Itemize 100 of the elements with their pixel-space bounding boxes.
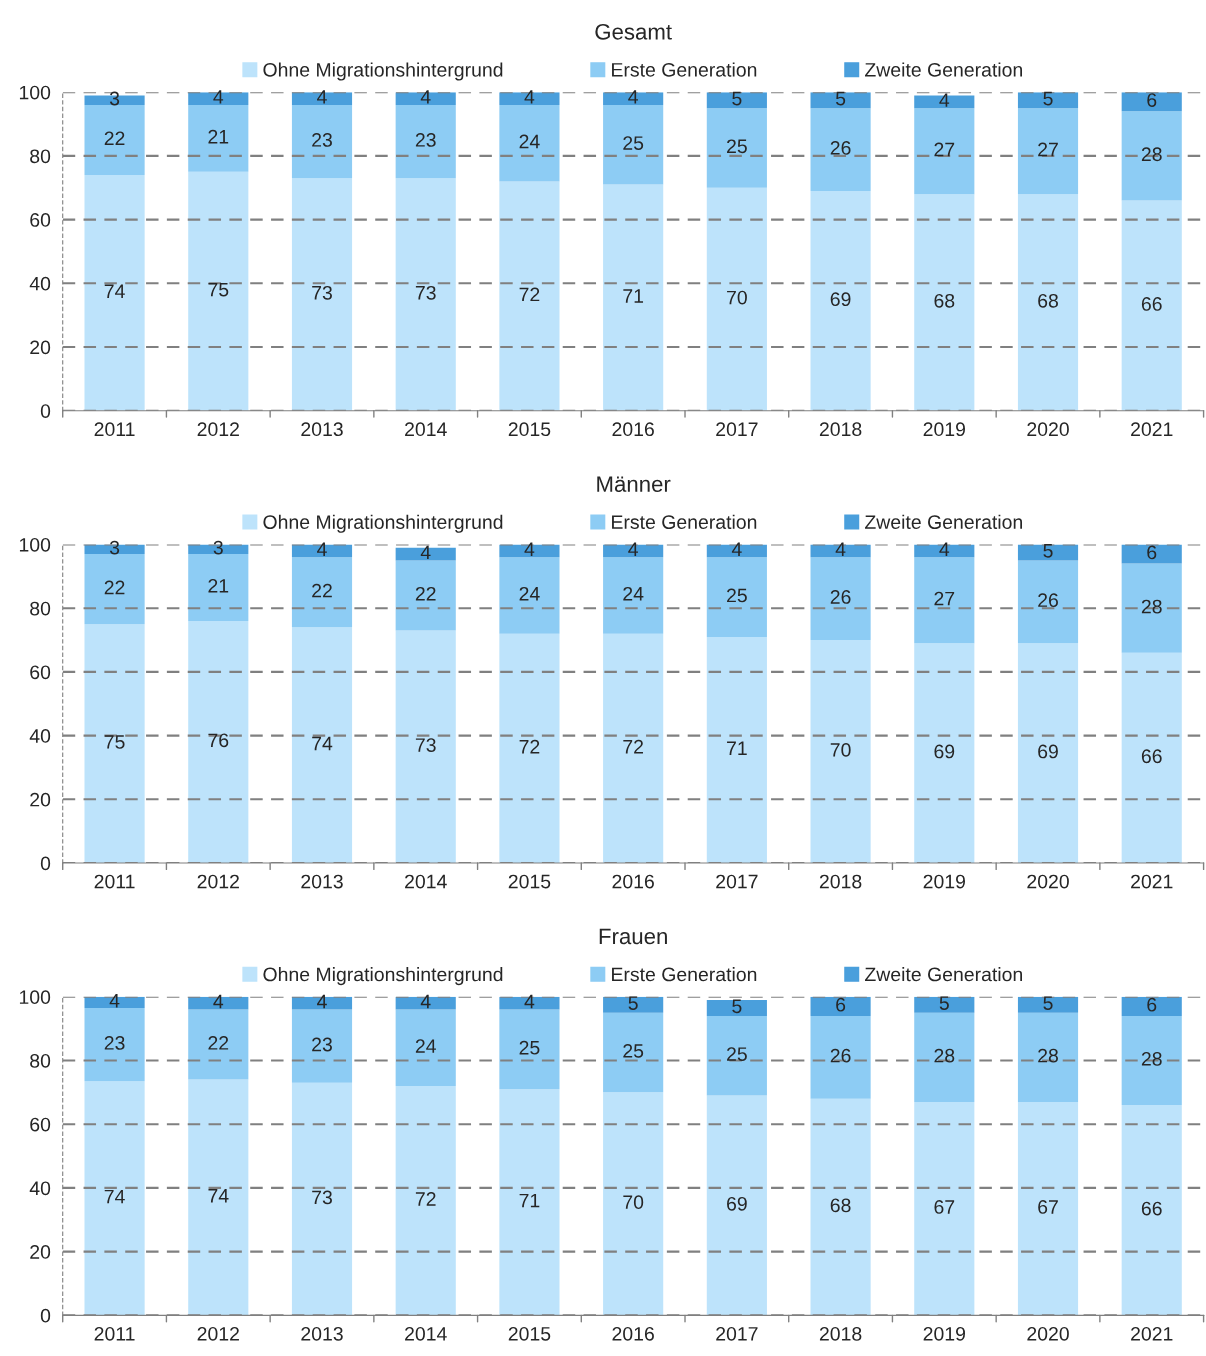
x-tick-label: 2021	[1131, 1326, 1173, 1341]
data-label: 74	[208, 1189, 229, 1203]
bar	[395, 560, 456, 631]
x-tick-label: 2012	[197, 1326, 239, 1341]
y-tick-label: 40	[29, 729, 51, 743]
data-label: 74	[104, 1189, 125, 1204]
bar	[395, 1009, 456, 1086]
bar	[1121, 544, 1182, 564]
data-label: 71	[727, 741, 747, 755]
y-tick-label: 60	[30, 213, 51, 227]
data-label: 25	[727, 588, 747, 603]
bar	[499, 1089, 560, 1316]
bar	[914, 643, 975, 864]
data-label: 3	[109, 91, 120, 106]
data-label: 4	[835, 542, 846, 556]
x-tick-label: 2011	[94, 1326, 135, 1341]
data-label: 23	[104, 1036, 125, 1050]
bar	[188, 104, 249, 172]
data-label: 73	[415, 285, 436, 300]
bar	[914, 95, 975, 109]
data-label: 4	[524, 542, 535, 556]
data-label: 70	[727, 290, 747, 305]
bar	[706, 1095, 767, 1316]
data-label: 73	[312, 1190, 332, 1205]
data-label: 69	[1038, 744, 1058, 759]
bar	[914, 1101, 975, 1316]
bar	[1121, 1015, 1182, 1106]
data-label: 71	[623, 289, 644, 303]
data-label: 4	[939, 542, 950, 556]
data-label: 4	[731, 542, 742, 556]
bar	[706, 92, 767, 109]
legend-label: Zweite Generation	[865, 967, 1022, 982]
bar	[706, 187, 767, 411]
bar	[291, 104, 353, 179]
bar	[603, 1012, 664, 1093]
chart-title: Männer	[597, 476, 671, 492]
x-tick-label: 2013	[301, 874, 343, 889]
bar	[188, 554, 249, 621]
y-tick-label: 0	[40, 856, 51, 871]
x-tick-label: 2021	[1131, 874, 1173, 889]
data-label: 4	[420, 90, 431, 104]
data-label: 28	[1141, 1051, 1162, 1066]
bar	[499, 996, 560, 1010]
data-label: 25	[623, 1043, 644, 1058]
data-label: 23	[312, 1037, 332, 1052]
data-label: 22	[415, 586, 436, 601]
bar	[706, 999, 767, 1016]
data-label: 72	[519, 739, 540, 754]
data-label: 23	[312, 133, 332, 147]
data-label: 69	[830, 292, 851, 307]
bar	[914, 194, 975, 411]
data-label: 4	[213, 994, 224, 1009]
bar	[188, 996, 249, 1010]
bar	[1017, 996, 1079, 1013]
x-tick-label: 2018	[819, 422, 862, 437]
data-label: 5	[1043, 91, 1053, 106]
bar	[810, 640, 871, 864]
data-label: 24	[623, 586, 644, 601]
x-tick-label: 2018	[819, 874, 862, 889]
bar	[810, 190, 871, 411]
data-label: 21	[208, 578, 229, 593]
data-label: 26	[830, 590, 851, 604]
data-label: 5	[732, 91, 742, 106]
bar	[188, 1009, 249, 1080]
x-tick-label: 2020	[1027, 422, 1069, 437]
bar	[84, 1081, 145, 1316]
data-label: 6	[1147, 997, 1157, 1012]
data-label: 4	[524, 90, 535, 104]
bar	[499, 104, 560, 182]
data-label: 72	[415, 1192, 436, 1206]
x-tick-label: 2012	[197, 422, 239, 437]
bar	[1017, 194, 1079, 411]
data-label: 28	[1038, 1048, 1058, 1063]
bar	[84, 554, 145, 625]
bar	[603, 184, 664, 411]
bar	[499, 633, 560, 864]
bar	[914, 996, 975, 1013]
data-label: 75	[104, 735, 125, 749]
data-label: 4	[317, 90, 327, 104]
bar	[706, 636, 767, 864]
data-label: 28	[1141, 599, 1162, 614]
data-label: 67	[1038, 1200, 1058, 1214]
bar	[603, 633, 664, 864]
chart-title: Frauen	[599, 928, 667, 945]
bar	[1121, 200, 1182, 411]
x-tick-label: 2014	[405, 874, 447, 889]
bar	[706, 108, 767, 188]
x-tick-label: 2013	[301, 1326, 343, 1341]
data-label: 22	[104, 580, 125, 595]
data-label: 5	[835, 91, 846, 106]
data-label: 6	[1147, 93, 1157, 107]
bar	[395, 996, 456, 1010]
data-label: 4	[420, 545, 431, 560]
chart-title: Gesamt	[595, 23, 672, 40]
x-tick-label: 2021	[1131, 422, 1173, 437]
data-label: 22	[208, 1036, 229, 1050]
legend-label: Ohne Migrationshintergrund	[263, 514, 503, 533]
y-tick-label: 60	[30, 1117, 51, 1132]
data-label: 4	[213, 90, 224, 104]
bar	[395, 630, 456, 864]
